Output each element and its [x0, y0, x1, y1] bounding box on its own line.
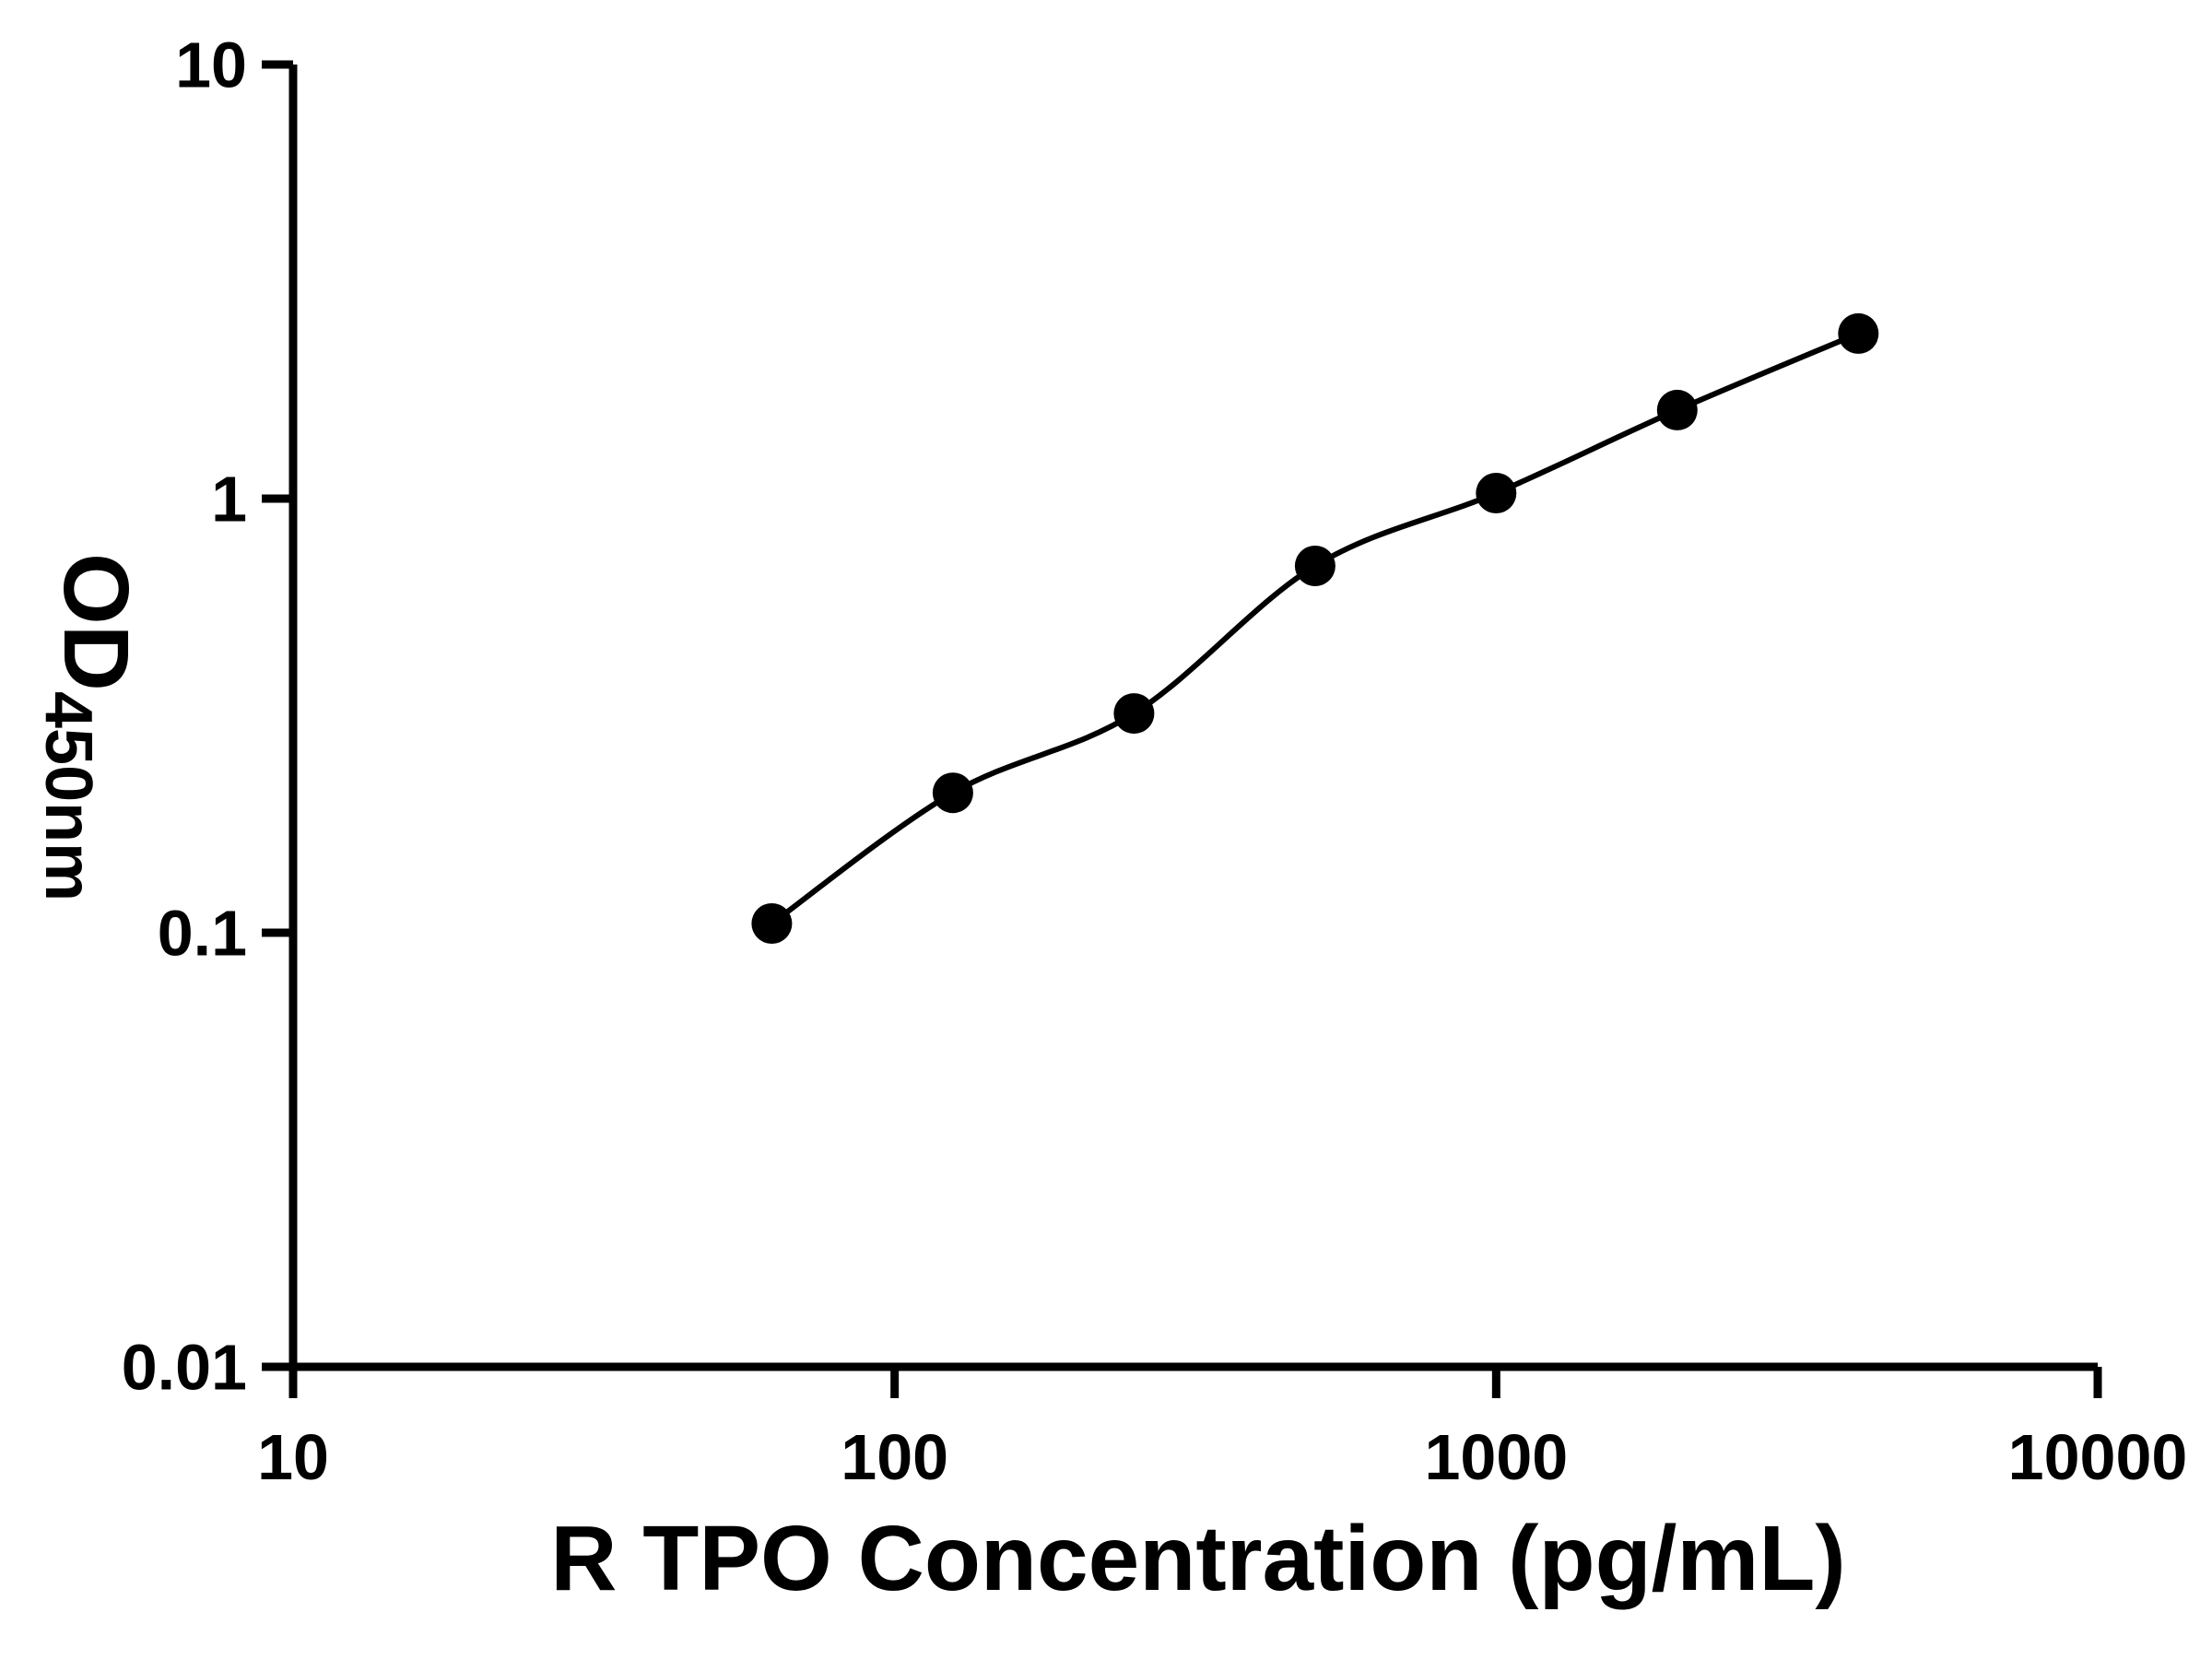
data-point — [1838, 312, 1879, 354]
data-point — [1294, 546, 1335, 586]
x-tick-labels: 10 100 1000 10000 — [257, 1421, 2187, 1493]
axis-spines — [288, 65, 2098, 1371]
y-tick-label: 0.01 — [122, 1332, 247, 1404]
data-point — [1113, 693, 1155, 735]
data-point — [751, 903, 793, 944]
data-point — [1656, 389, 1698, 430]
y-axis-title-sub: 450nm — [31, 691, 105, 901]
data-point — [932, 772, 973, 814]
x-tick-label: 10000 — [2008, 1421, 2188, 1493]
y-tick-label: 10 — [175, 29, 247, 101]
x-tick-label: 1000 — [1424, 1421, 1568, 1493]
data-point — [1476, 473, 1517, 513]
y-axis-title: OD450nm — [31, 553, 147, 901]
y-tick-label: 0.1 — [158, 898, 247, 970]
y-tick-label: 1 — [211, 464, 247, 535]
tick-marks — [262, 60, 2102, 1398]
x-axis-title: R TPO Concentration (pg/mL) — [550, 1507, 1845, 1610]
x-tick-label: 100 — [841, 1421, 948, 1493]
axes — [288, 65, 2098, 1371]
y-axis-title-main: OD — [44, 553, 147, 691]
standard-curve-line — [770, 331, 1860, 926]
fit-curve — [770, 331, 1860, 926]
y-tick-labels: 0.01 0.1 1 10 — [122, 29, 247, 1404]
x-tick-label: 10 — [257, 1421, 329, 1493]
data-points — [751, 312, 1879, 944]
